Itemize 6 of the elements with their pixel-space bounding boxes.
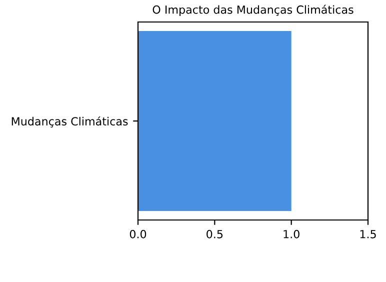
x-tick-label: 0.5 — [206, 230, 223, 238]
y-tick-label: Mudanças Climáticas — [12, 116, 128, 128]
x-tick-label: 0.0 — [130, 230, 146, 238]
x-tick-label: 1.0 — [284, 230, 300, 238]
chart-title: O Impacto das Mudanças Climáticas — [152, 4, 354, 16]
x-tick-label: 1.5 — [360, 230, 376, 238]
